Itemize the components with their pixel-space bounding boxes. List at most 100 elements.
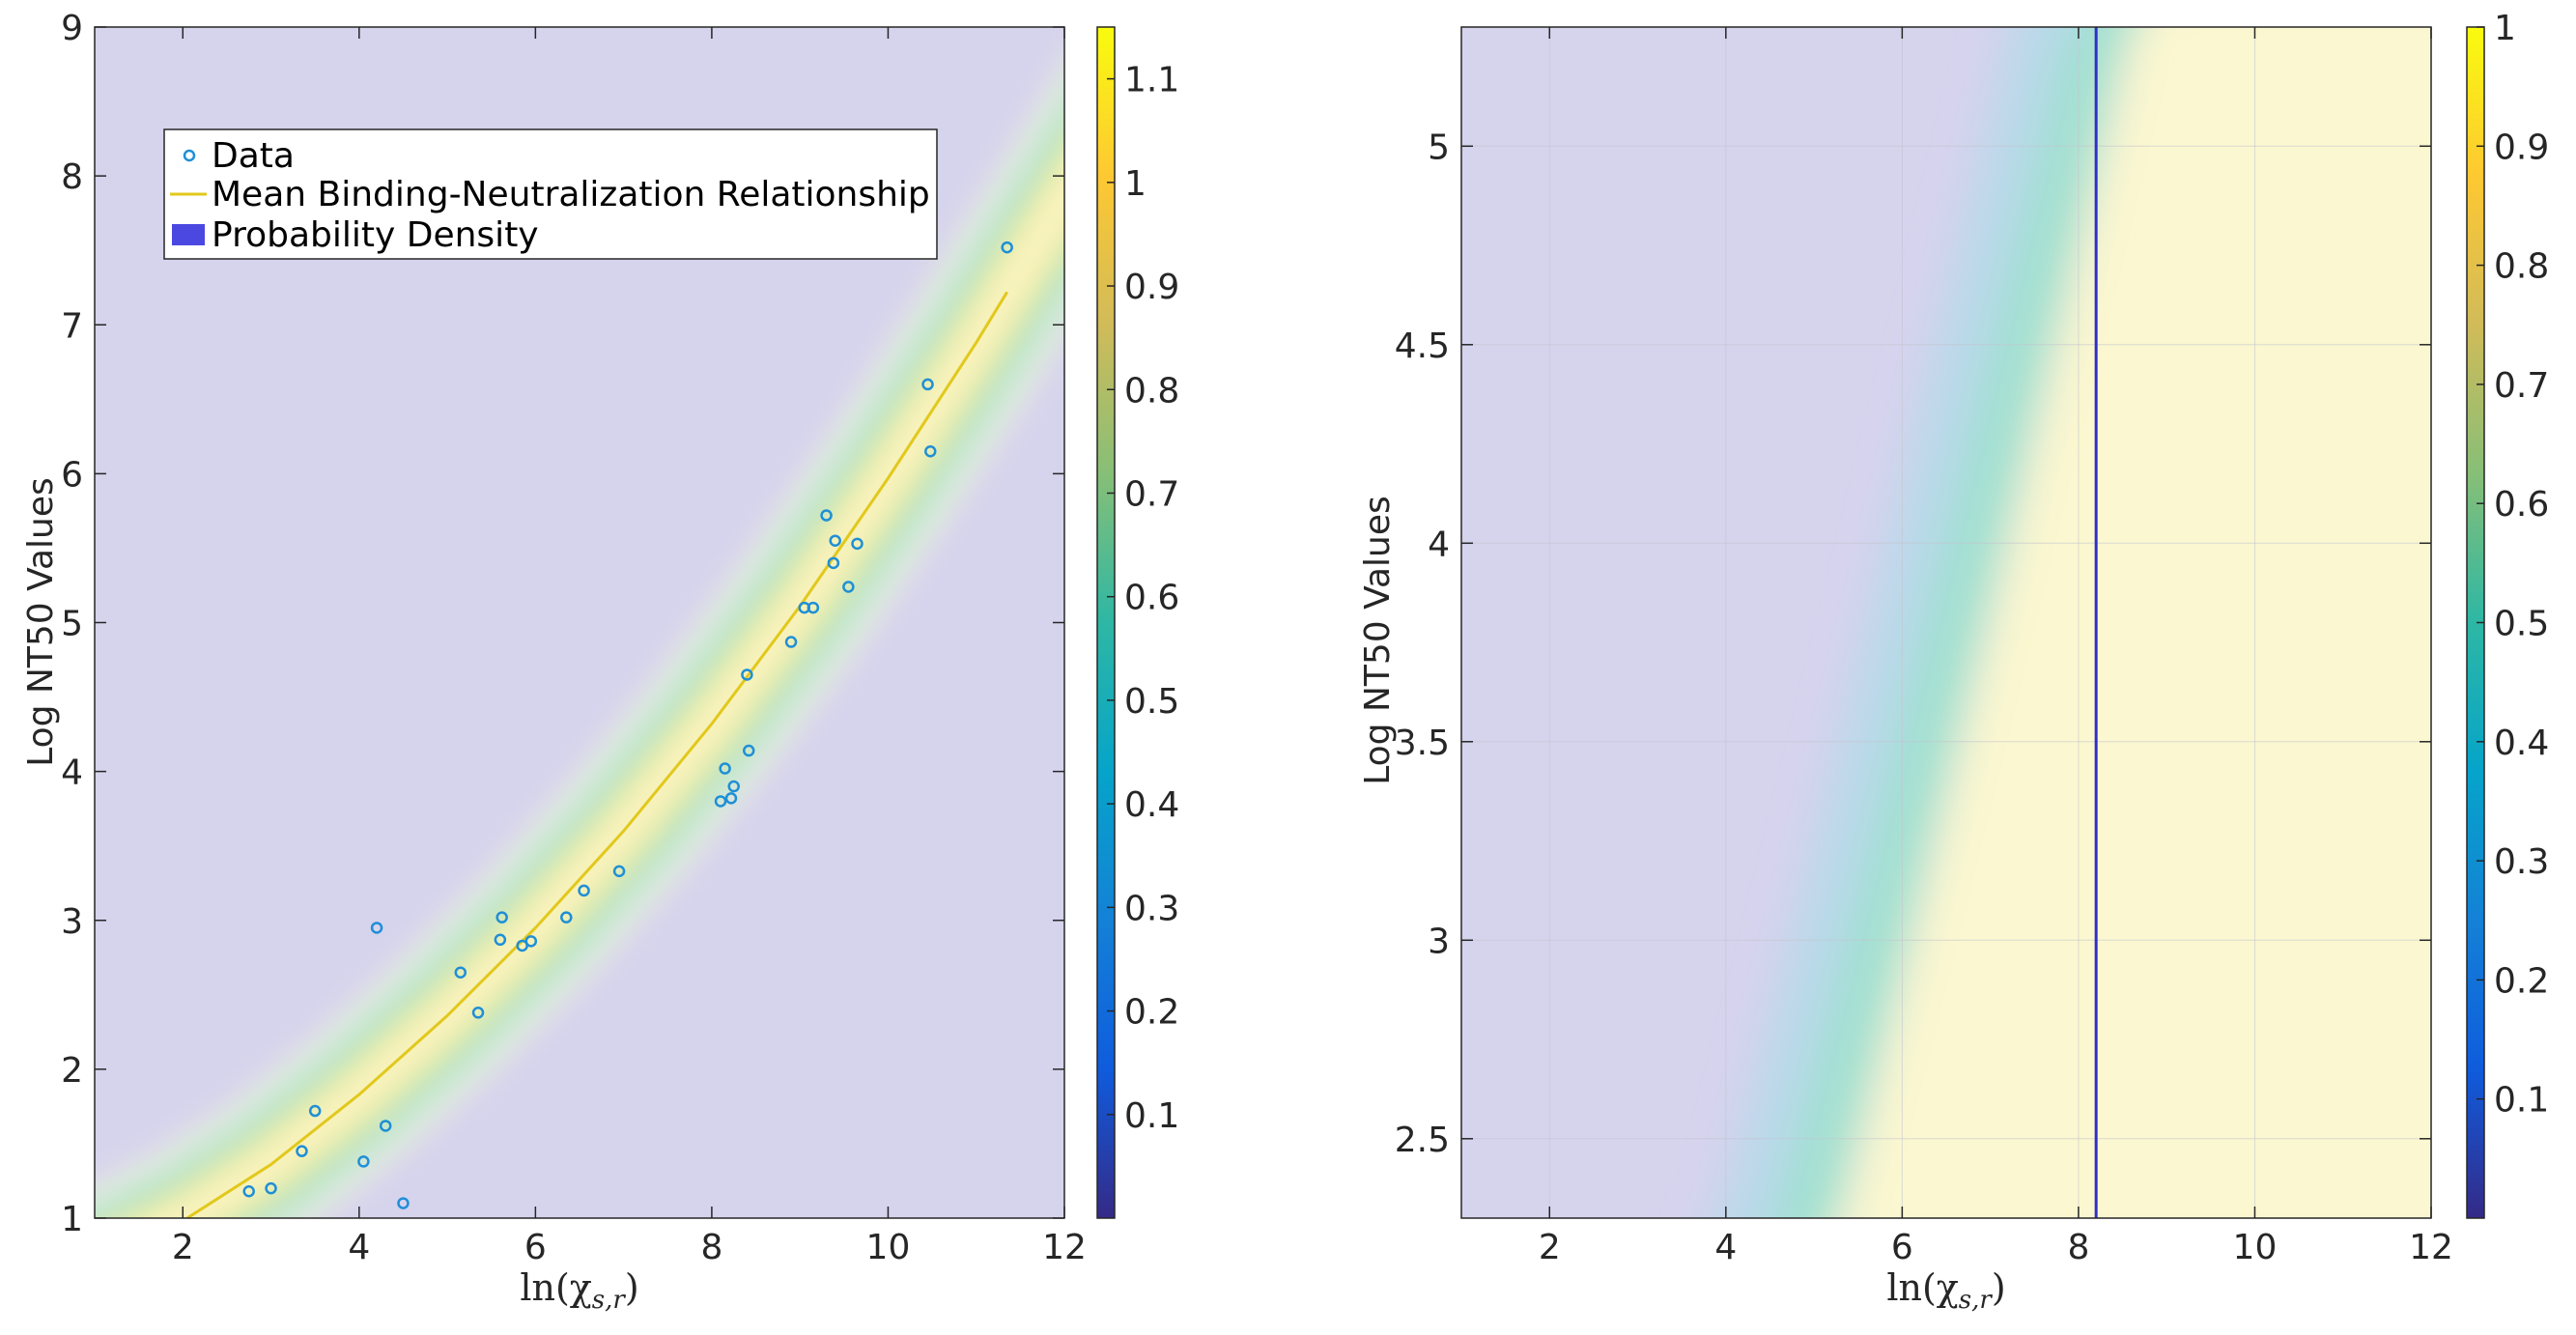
left-x-axis-label: ln(χs,r) bbox=[520, 1266, 638, 1315]
colorbar-tick-label: 0.3 bbox=[2494, 842, 2549, 882]
x-tick-label: 4 bbox=[1714, 1228, 1737, 1267]
y-tick-label: 5 bbox=[61, 605, 83, 644]
left-mean-curve bbox=[185, 291, 1008, 1218]
colorbar-tick-label: 0.8 bbox=[2494, 247, 2549, 287]
left-data-points bbox=[242, 241, 1013, 1209]
data-point bbox=[495, 911, 508, 923]
data-point bbox=[242, 1185, 255, 1198]
x-tick-label: 12 bbox=[1042, 1228, 1087, 1267]
y-tick-label: 7 bbox=[61, 306, 83, 346]
data-point bbox=[807, 601, 820, 614]
data-point bbox=[397, 1197, 410, 1209]
x-tick-label: 10 bbox=[2233, 1228, 2278, 1267]
x-tick-label: 2 bbox=[1539, 1228, 1561, 1267]
y-tick-label: 2 bbox=[61, 1051, 83, 1091]
right-grid bbox=[1461, 27, 2431, 1218]
data-point bbox=[820, 509, 833, 522]
y-tick-label: 4 bbox=[1428, 525, 1450, 564]
data-point bbox=[454, 966, 467, 979]
y-tick-label: 4.5 bbox=[1395, 327, 1450, 366]
data-point bbox=[784, 636, 798, 648]
colorbar-tick-label: 0.3 bbox=[1124, 889, 1179, 928]
right-chart: 2 4 6 8 10 12 2.5 3 3.5 4 4.5 5 Log NT50 Values ln… bbox=[1358, 9, 2549, 1315]
right-y-ticks: 2.5 3 3.5 4 4.5 5 bbox=[1395, 128, 2431, 1160]
data-point bbox=[742, 744, 755, 757]
y-tick-label: 1 bbox=[61, 1200, 83, 1239]
left-colorbar bbox=[1096, 26, 1116, 1219]
data-point bbox=[924, 445, 937, 458]
data-point bbox=[494, 933, 507, 947]
data-point bbox=[719, 762, 731, 775]
left-x-ticks: 2 4 6 8 10 12 bbox=[172, 27, 1087, 1267]
y-tick-label: 9 bbox=[61, 9, 83, 48]
data-point bbox=[560, 911, 573, 923]
colorbar-tick-label: 0.9 bbox=[1124, 268, 1179, 307]
legend: Data Mean Binding-Neutralization Relatio… bbox=[163, 128, 938, 260]
x-tick-label: 12 bbox=[2409, 1228, 2453, 1267]
data-point bbox=[741, 668, 753, 681]
data-point bbox=[1001, 241, 1013, 254]
data-point bbox=[851, 537, 863, 551]
colorbar-tick-label: 0.9 bbox=[2494, 128, 2549, 167]
colorbar-tick-label: 0.6 bbox=[1124, 579, 1179, 618]
data-point bbox=[714, 795, 727, 808]
density-high-region bbox=[1840, 27, 2431, 1218]
x-tick-label: 6 bbox=[524, 1228, 547, 1267]
left-colorbar-ticks: 0.1 0.2 0.3 0.4 0.5 0.6 0.7 0.8 0.9 1 1.1 bbox=[1107, 61, 1179, 1136]
right-colorbar-ticks: 0.1 0.2 0.3 0.4 0.5 0.6 0.7 0.8 0.9 1 bbox=[2477, 9, 2549, 1121]
y-tick-label: 3.5 bbox=[1395, 724, 1450, 763]
data-point bbox=[308, 1104, 322, 1118]
legend-density-patch bbox=[172, 224, 205, 245]
mean-binding-neutralization-line bbox=[185, 291, 1008, 1218]
left-y-ticks: 1 2 3 4 5 6 7 8 9 bbox=[61, 9, 1064, 1239]
data-point bbox=[370, 922, 383, 934]
colorbar-tick-label: 0.4 bbox=[1124, 785, 1179, 825]
data-point bbox=[471, 1007, 485, 1019]
data-point bbox=[727, 780, 740, 793]
data-point bbox=[829, 534, 841, 547]
x-tick-label: 10 bbox=[866, 1228, 911, 1267]
right-x-axis-label: ln(χs,r) bbox=[1886, 1266, 2005, 1315]
x-tick-label: 2 bbox=[172, 1228, 194, 1267]
colorbar-tick-label: 0.4 bbox=[2494, 724, 2549, 763]
y-tick-label: 8 bbox=[61, 157, 83, 197]
legend-mean-label: Mean Binding-Neutralization Relationship bbox=[212, 175, 930, 214]
colorbar-tick-label: 0.5 bbox=[1124, 682, 1179, 722]
y-tick-label: 6 bbox=[61, 455, 83, 495]
data-point bbox=[842, 581, 855, 593]
x-tick-label: 8 bbox=[700, 1228, 722, 1267]
y-tick-label: 4 bbox=[61, 753, 83, 793]
data-point bbox=[921, 378, 934, 391]
colorbar-tick-label: 0.7 bbox=[2494, 366, 2549, 406]
x-tick-label: 8 bbox=[2067, 1228, 2089, 1267]
legend-data-label: Data bbox=[212, 136, 295, 176]
legend-box bbox=[163, 128, 938, 260]
colorbar-tick-label: 1.1 bbox=[1124, 61, 1179, 100]
x-tick-label: 6 bbox=[1891, 1228, 1913, 1267]
data-point bbox=[524, 935, 538, 948]
y-tick-label: 3 bbox=[61, 902, 83, 942]
left-y-axis-label: Log NT50 Values bbox=[21, 477, 61, 767]
x-tick-label: 4 bbox=[348, 1228, 370, 1267]
right-axes-box bbox=[1460, 26, 2432, 1219]
data-point bbox=[612, 865, 626, 878]
colorbar-tick-label: 0.7 bbox=[1124, 474, 1179, 514]
y-tick-label: 2.5 bbox=[1395, 1121, 1450, 1160]
data-point bbox=[296, 1145, 308, 1157]
colorbar-tick-label: 0.1 bbox=[1124, 1096, 1179, 1136]
data-point bbox=[724, 792, 738, 805]
colorbar-tick-label: 0.5 bbox=[2494, 605, 2549, 644]
colorbar-tick-label: 0.6 bbox=[2494, 485, 2549, 525]
legend-density-label: Probability Density bbox=[212, 215, 539, 255]
colorbar-tick-label: 1 bbox=[1124, 164, 1146, 204]
colorbar-tick-label: 0.2 bbox=[1124, 993, 1179, 1033]
colorbar-tick-label: 1 bbox=[2494, 9, 2516, 48]
data-point bbox=[265, 1181, 277, 1195]
right-y-axis-label: Log NT50 Values bbox=[1358, 496, 1398, 785]
legend-data-marker bbox=[183, 149, 196, 162]
data-point bbox=[827, 556, 840, 570]
y-tick-label: 5 bbox=[1428, 128, 1450, 167]
colorbar-tick-label: 0.2 bbox=[2494, 961, 2549, 1001]
